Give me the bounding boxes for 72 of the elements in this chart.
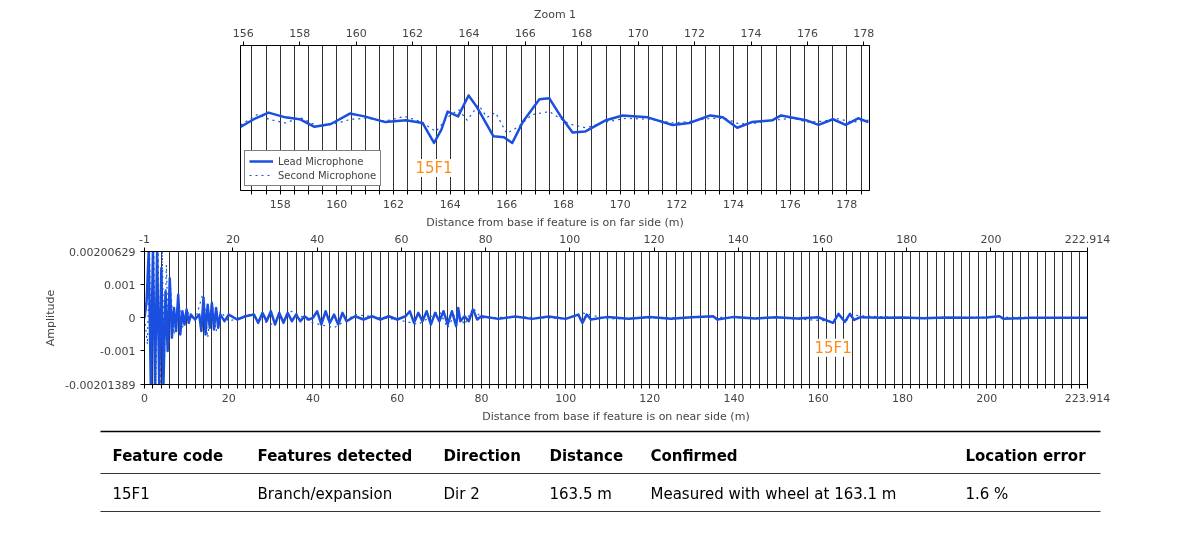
x2-tick-label: 40: [310, 232, 325, 246]
x2-tick-label: 174: [740, 26, 762, 40]
x-tick-label: 172: [666, 197, 688, 211]
x2-tick-label: 80: [478, 232, 493, 246]
text: Branch/expansion: [257, 484, 393, 503]
x-tick-label: 166: [496, 197, 518, 211]
x-tick-label: 0: [141, 391, 148, 405]
x-tick-label: 176: [779, 197, 801, 211]
x-tick-label: 20: [221, 391, 236, 405]
x-tick-label: 160: [807, 391, 829, 405]
chart-title: Zoom 1: [533, 7, 577, 21]
x-tick-label: 168: [553, 197, 574, 211]
x-tick-label: 180: [892, 391, 914, 405]
category-label: Feature code: [112, 446, 224, 465]
y-tick-label: 0: [128, 311, 136, 325]
x2-tick-label: 200: [980, 232, 1002, 246]
text: 1.6 %: [965, 484, 1009, 503]
x2-tick-label: 172: [684, 26, 706, 40]
x2-tick-label: 20: [225, 232, 240, 246]
category-label: Confirmed: [650, 446, 738, 465]
x-tick-label: 164: [439, 197, 461, 211]
x2-tick-label: 164: [458, 26, 480, 40]
x-tick-label: 158: [269, 197, 291, 211]
x2-tick-label: 176: [796, 26, 818, 40]
x2-tick-label: 160: [345, 26, 367, 40]
text: Dir 2: [443, 484, 480, 503]
y-tick-label: -0.00201389: [65, 378, 136, 392]
x-tick-label: 223.914: [1064, 391, 1111, 405]
category-label: Distance: [549, 446, 624, 465]
x-tick-label: 162: [383, 197, 404, 211]
x2-tick-label: 156: [232, 26, 254, 40]
x2-tick-label: -1: [139, 232, 150, 246]
x2-tick-label: 160: [812, 232, 834, 246]
x-tick-label: 40: [305, 391, 320, 405]
x2-tick-label: 168: [571, 26, 593, 40]
x2-tick-label: 166: [514, 26, 536, 40]
x2-tick-label: 140: [727, 232, 749, 246]
x2-tick-label: 162: [402, 26, 424, 40]
y-tick-label: 0.001: [104, 278, 136, 292]
x2-tick-label: 100: [559, 232, 581, 246]
annotation: 15F1: [415, 158, 453, 177]
x-tick-label: 60: [390, 391, 405, 405]
x-tick-label: 100: [555, 391, 577, 405]
y-tick-label: 0.00200629: [69, 245, 136, 259]
y-axis-title: Amplitude: [44, 289, 58, 347]
text: 15F1: [112, 484, 150, 503]
x-tick-label: 200: [976, 391, 998, 405]
category-label: Location error: [965, 446, 1087, 465]
category-label: Features detected: [257, 446, 413, 465]
y-tick-label: -0.001: [100, 344, 136, 358]
x2-tick-label: 222.914: [1064, 232, 1111, 246]
x2-tick-label: 170: [627, 26, 649, 40]
x-axis-title: Distance from base if feature is on near side (m): [482, 409, 750, 423]
x-tick-label: 120: [639, 391, 661, 405]
x2-tick-label: 158: [289, 26, 311, 40]
x-tick-label: 174: [723, 197, 744, 211]
legend-label: Lead Microphone: [278, 155, 364, 167]
x2-tick-label: 178: [853, 26, 875, 40]
x-axis-title: Distance from base if feature is on far side (m): [426, 215, 684, 229]
legend-label: Second Microphone: [278, 169, 377, 181]
category-label: Direction: [443, 446, 521, 465]
x-tick-label: 170: [609, 197, 631, 211]
text: 163.5 m: [549, 484, 612, 503]
annotation: 15F1: [814, 338, 852, 357]
x-tick-label: 178: [836, 197, 858, 211]
x-tick-label: 80: [474, 391, 489, 405]
x-tick-label: 140: [723, 391, 745, 405]
x2-tick-label: 180: [896, 232, 918, 246]
x-tick-label: 160: [326, 197, 348, 211]
text: Measured with wheel at 163.1 m: [650, 484, 897, 503]
x2-tick-label: 120: [643, 232, 665, 246]
x2-tick-label: 60: [394, 232, 409, 246]
